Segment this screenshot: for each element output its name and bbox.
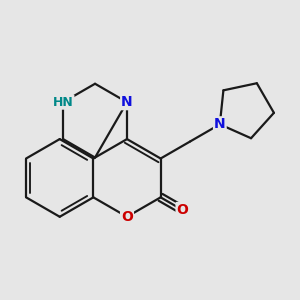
Text: HN: HN [53,96,74,109]
Text: O: O [177,203,188,217]
Text: O: O [121,210,133,224]
Text: N: N [214,117,226,131]
Text: N: N [121,95,133,109]
